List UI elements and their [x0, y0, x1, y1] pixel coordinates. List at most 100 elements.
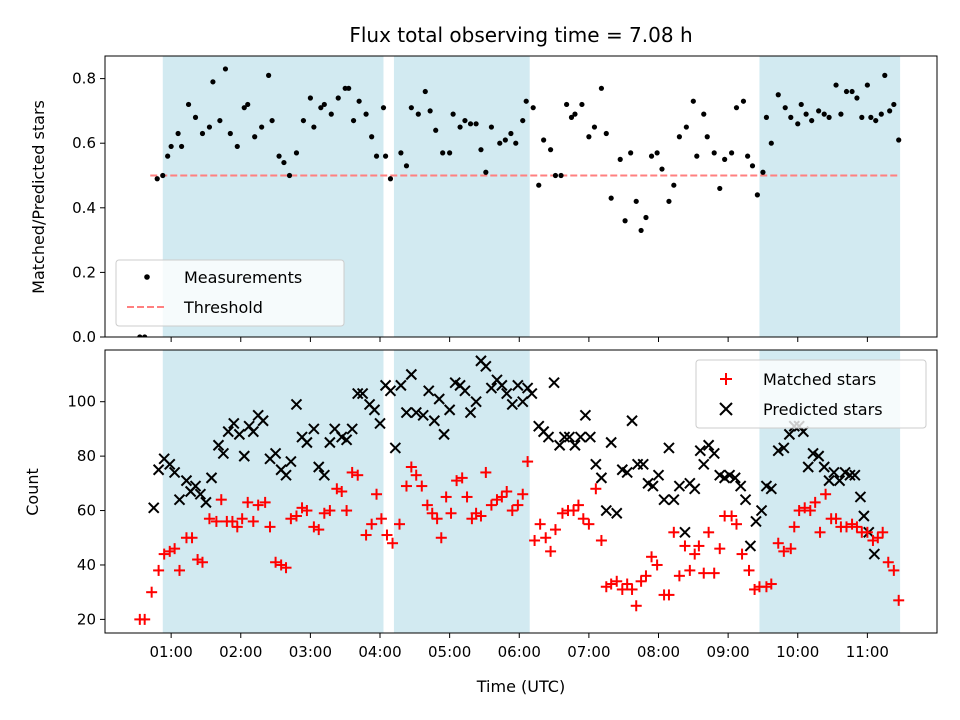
x-tick-label: 08:00: [637, 643, 680, 661]
measurement-point: [854, 95, 860, 101]
measurement-point: [648, 153, 655, 159]
matched-stars-point: [630, 600, 642, 612]
measurement-point: [281, 159, 287, 166]
measurement-point: [227, 130, 233, 137]
y-tick-label: 0.4: [72, 199, 96, 217]
measurement-point: [286, 172, 293, 179]
predicted-stars-point: [595, 472, 608, 484]
measurement-point: [427, 108, 433, 114]
matched-stars-point: [517, 488, 529, 500]
measurement-point: [782, 105, 788, 111]
measurement-point: [628, 150, 634, 156]
top-x-ticks: [170, 337, 868, 342]
predicted-stars-point: [673, 480, 686, 492]
matched-stars-point: [203, 513, 215, 525]
matched-stars-point: [872, 532, 884, 544]
predicted-stars-point: [428, 415, 441, 427]
matched-stars-point: [877, 526, 889, 538]
predicted-stars-point: [410, 406, 422, 419]
matched-stars-point: [765, 578, 777, 590]
predicted-stars-point: [739, 493, 752, 506]
matched-stars-point: [475, 510, 487, 522]
predicted-stars-point: [526, 387, 538, 400]
predicted-stars-point: [228, 417, 240, 430]
matched-stars-point: [689, 548, 701, 560]
measurement-point: [266, 72, 272, 78]
measurement-point: [234, 143, 240, 150]
matched-stars-point: [252, 499, 264, 511]
measurement-point: [276, 153, 282, 159]
legend-threshold-label: Threshold: [183, 298, 263, 317]
matched-stars-point: [640, 570, 652, 582]
measurement-point: [654, 150, 660, 156]
matched-stars-point: [888, 564, 900, 576]
predicted-stars-point: [833, 474, 846, 487]
predicted-stars-point: [590, 458, 602, 470]
measurement-point: [307, 95, 313, 101]
matched-stars-point: [572, 499, 584, 511]
matched-stars-point: [242, 496, 254, 508]
matched-stars-point: [280, 562, 292, 574]
predicted-stars-point: [205, 472, 218, 484]
measurement-point: [142, 334, 148, 337]
measurement-point: [598, 85, 605, 91]
matched-stars-point: [231, 521, 243, 533]
y-tick-label: 60: [77, 502, 96, 520]
matched-stars-point: [301, 505, 313, 517]
bottom-y-ticks: 20 40 60 80 100: [67, 393, 105, 628]
matched-stars-point: [840, 521, 852, 533]
x-tick-label: 01:00: [150, 643, 193, 661]
predicted-stars-point: [496, 379, 508, 392]
measurement-point: [690, 98, 696, 104]
matched-stars-point: [285, 513, 297, 525]
predicted-stars-point: [542, 431, 555, 443]
measurement-point: [328, 111, 334, 117]
matched-stars-point: [851, 521, 863, 533]
measurement-point: [222, 66, 229, 72]
measurement-point: [704, 134, 710, 140]
legend-predicted-marker: [719, 402, 733, 416]
matched-stars-point: [512, 499, 524, 511]
matched-stars-point: [394, 518, 406, 530]
predicted-stars-point: [626, 415, 638, 427]
matched-stars-point: [730, 518, 742, 530]
predicted-stars-point: [301, 436, 313, 449]
predicted-stars-point: [689, 483, 701, 495]
measurement-point: [300, 117, 307, 124]
measurement-points: [137, 66, 902, 337]
measurement-point: [717, 185, 723, 192]
predicted-stars-point: [395, 379, 407, 392]
matched-stars-point: [679, 540, 691, 552]
measurement-point: [447, 150, 453, 156]
matched-stars-point: [264, 521, 276, 533]
y-tick-label: 0.2: [72, 263, 96, 281]
matched-stars-point: [814, 526, 826, 538]
predicted-stars-point: [501, 387, 513, 400]
matched-stars-point: [387, 537, 399, 549]
measurement-point: [821, 111, 827, 117]
matched-stars-point: [621, 578, 633, 590]
predicted-stars-point: [734, 480, 747, 492]
measurement-point: [178, 143, 185, 150]
predicted-stars-point: [647, 480, 659, 492]
measurement-point: [617, 156, 623, 162]
top-legend: Measurements Threshold: [115, 259, 345, 327]
measurement-point: [666, 198, 672, 204]
ratio-panel: 0.00.20.40.60.8 Matched/Predicted stars …: [29, 55, 938, 346]
measurement-point: [891, 101, 897, 108]
predicted-stars-points: [148, 355, 881, 560]
measurement-point: [795, 121, 801, 127]
measurement-point: [859, 114, 865, 120]
matched-stars-point: [809, 496, 821, 508]
measurement-point: [488, 124, 495, 130]
measurement-point: [245, 101, 251, 108]
predicted-stars-point: [702, 439, 715, 451]
matched-stars-point: [785, 543, 797, 555]
measurement-point: [293, 150, 300, 156]
measurement-point: [175, 130, 181, 137]
matched-stars-point: [290, 510, 302, 522]
observing-interval: [393, 56, 530, 337]
matched-stars-point: [480, 466, 492, 478]
matched-stars-point: [861, 526, 873, 538]
predicted-stars-point: [679, 526, 691, 539]
